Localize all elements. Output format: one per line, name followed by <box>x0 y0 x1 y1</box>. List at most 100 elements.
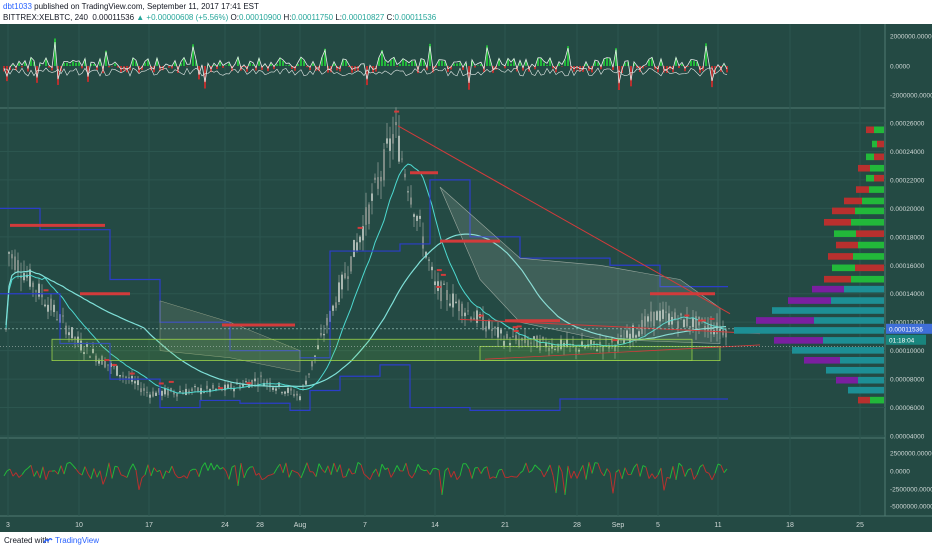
bottom-indicator-segment <box>651 473 656 479</box>
candle-body <box>557 343 559 351</box>
candle-body <box>683 319 685 328</box>
bottom-indicator-segment <box>15 472 20 478</box>
bottom-indicator-segment <box>717 463 722 466</box>
bottom-indicator-segment <box>456 475 461 481</box>
bottom-indicator-segment <box>153 467 158 473</box>
candle-body <box>161 391 163 396</box>
bottom-indicator-segment <box>495 469 500 479</box>
tradingview-link[interactable]: TradingView <box>55 536 100 545</box>
author-link[interactable]: dbt1033 <box>3 2 32 11</box>
time-tick-label: 5 <box>656 522 660 529</box>
volume-profile-bar <box>833 347 884 354</box>
bottom-indicator-segment <box>534 464 539 469</box>
bottom-indicator-segment <box>639 465 644 477</box>
resistance-marker <box>684 314 690 317</box>
candle-body <box>287 387 289 393</box>
candle-body <box>260 375 262 377</box>
low-value: 0.00010827 <box>342 13 385 22</box>
time-tick-label: 28 <box>256 522 264 529</box>
volume-profile-bar <box>851 275 884 283</box>
bottom-indicator-segment <box>537 467 542 472</box>
bottom-indicator-segment <box>615 469 620 473</box>
volume-profile-bar <box>756 317 814 324</box>
bottom-indicator-tick-label: -2500000.0000 <box>890 487 932 494</box>
bottom-indicator-segment <box>330 462 335 475</box>
candle-body <box>578 349 580 352</box>
bottom-indicator-segment <box>186 470 191 479</box>
volume-profile-bar <box>734 327 801 334</box>
time-tick-label: 25 <box>856 522 864 529</box>
candle-body <box>692 318 694 328</box>
candle-body <box>113 365 115 367</box>
candle-body <box>470 317 472 321</box>
price-tick-label: 0.00004000 <box>890 434 925 441</box>
bottom-indicator-segment <box>378 463 383 477</box>
bottom-indicator-segment <box>132 463 137 471</box>
bottom-indicator-segment <box>21 470 26 475</box>
support-zone-box <box>51 338 693 361</box>
candle-body <box>215 388 217 390</box>
candle-body <box>377 177 379 189</box>
candle-body <box>647 316 649 322</box>
time-tick-label: 3 <box>6 522 10 529</box>
bottom-indicator-segment <box>129 463 134 470</box>
volume-profile-bar <box>824 218 851 226</box>
bottom-indicator-segment <box>39 466 44 479</box>
bottom-indicator-segment <box>105 462 110 477</box>
bottom-indicator-segment <box>213 464 218 471</box>
candle-body <box>374 177 376 180</box>
chart-area[interactable]: 3 10 17 24 28 Aug 7 14 21 28 Sep 5 11 18 25 0.00026000 0… <box>0 24 932 532</box>
candle-body <box>689 326 691 328</box>
candle-body <box>665 311 667 313</box>
bottom-indicator-segment <box>135 470 140 490</box>
candle-body <box>206 385 208 389</box>
bottom-indicator-segment <box>348 468 353 475</box>
bottom-indicator-segment <box>246 466 251 471</box>
bottom-indicator-segment <box>141 474 146 479</box>
candle-body <box>572 344 574 346</box>
bottom-indicator-segment <box>459 463 464 477</box>
candle-body <box>86 343 88 347</box>
candle-body <box>575 347 577 352</box>
candle-body <box>482 314 484 330</box>
candle-body <box>179 391 181 393</box>
candle-body <box>308 373 310 375</box>
candle-body <box>653 311 655 327</box>
volume-profile-bar <box>858 241 884 249</box>
bottom-indicator-segment <box>63 463 68 475</box>
bottom-indicator-segment <box>585 462 590 480</box>
bottom-indicator-segment <box>471 467 476 479</box>
bottom-indicator-segment <box>72 465 77 470</box>
candle-body <box>515 335 517 341</box>
time-tick-label: 7 <box>363 522 367 529</box>
bottom-indicator-segment <box>327 465 332 475</box>
trendline <box>459 318 761 335</box>
volume-profile-bar <box>877 140 884 148</box>
resistance-marker <box>168 380 174 383</box>
channel-lower-line <box>0 293 728 411</box>
volume-profile-bar <box>858 376 884 384</box>
candle-body <box>536 335 538 348</box>
candle-body <box>434 281 436 286</box>
bottom-indicator-segment <box>306 462 311 472</box>
resistance-marker <box>43 289 49 292</box>
candle-body <box>593 341 595 345</box>
time-tick-label: 14 <box>431 522 439 529</box>
bottom-indicator-segment <box>570 470 575 479</box>
candle-body <box>419 215 421 219</box>
resistance-marker <box>246 382 252 385</box>
bottom-indicator-segment <box>12 472 17 477</box>
bottom-indicator-tick-label: -5000000.0000 <box>890 504 932 511</box>
candle-body <box>611 338 613 343</box>
candle-body <box>533 336 535 340</box>
candle-body <box>14 256 16 271</box>
candle-body <box>371 193 373 201</box>
candle-body <box>410 197 412 205</box>
candle-body <box>92 348 94 353</box>
candle-body <box>539 339 541 351</box>
candle-body <box>23 273 25 281</box>
current-price-badge <box>886 323 932 334</box>
chart-canvas[interactable]: 3 10 17 24 28 Aug 7 14 21 28 Sep 5 11 18 25 0.00026000 0… <box>0 24 932 532</box>
resistance-marker <box>698 319 704 322</box>
volume-profile-bar <box>836 376 858 384</box>
